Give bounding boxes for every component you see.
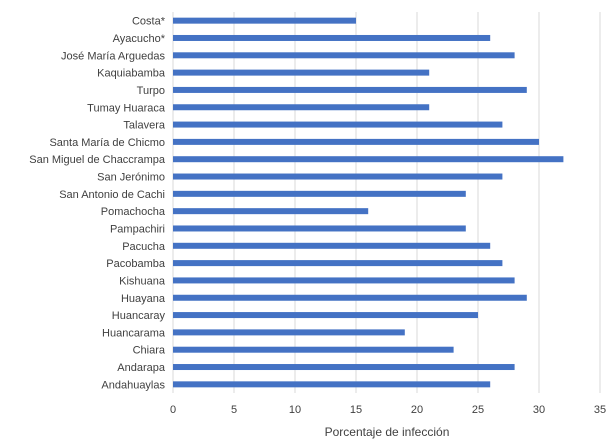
bar-andahuaylas [173,381,491,388]
bar-pomachocha [173,208,369,215]
bar-kishuana [173,277,515,284]
category-label: Pacobamba [106,258,166,270]
category-label: Turpo [137,85,165,97]
bar-pacobamba [173,260,503,267]
x-tick-label: 20 [411,404,423,416]
category-label: San Jerónimo [97,172,165,184]
x-tick-label: 35 [594,404,606,416]
bar-san-miguel-de-chaccrampa [173,156,564,163]
gridlines [172,12,601,393]
bar-pampachiri [173,225,466,232]
bar-santa-mar-a-de-chicmo [173,138,539,145]
category-label: José María Arguedas [61,50,165,62]
category-label: Kaquiabamba [97,68,166,80]
category-label: Tumay Huaraca [87,102,166,114]
x-tick-label: 15 [350,404,362,416]
bar-andarapa [173,364,515,371]
bar-costa [173,17,356,24]
category-label: Kishuana [119,275,166,287]
bar-san-antonio-de-cachi [173,190,466,197]
category-label: Pomachocha [101,206,166,218]
category-label: Costa* [132,16,166,28]
x-tick-labels: 0 5 10 15 20 25 30 35 [170,404,606,416]
category-label: Huayana [121,293,166,305]
bar-pacucha [173,242,491,249]
category-label: Andarapa [117,362,166,374]
bar-huancaray [173,312,478,319]
bar-tumay-huaraca [173,104,430,111]
bars [173,17,564,388]
bar-ayacucho [173,34,491,41]
category-label: Talavera [123,120,165,132]
category-label: Pampachiri [110,223,165,235]
category-label: Huancarama [102,327,166,339]
category-label: San Antonio de Cachi [59,189,165,201]
x-tick-label: 0 [170,404,176,416]
x-tick-label: 10 [289,404,301,416]
category-labels: Costa* Ayacucho* José María Arguedas Kaquia… [29,16,166,392]
x-tick-label: 25 [472,404,484,416]
bar-talavera [173,121,503,128]
category-label: San Miguel de Chaccrampa [29,154,166,166]
category-label: Ayacucho* [113,33,166,45]
x-tick-label: 30 [533,404,545,416]
category-label: Huancaray [112,310,166,322]
bar-huancarama [173,329,405,336]
x-tick-label: 5 [231,404,237,416]
bar-kaquiabamba [173,69,430,76]
bar-huayana [173,294,527,301]
bar-jos-mar-a-arguedas [173,52,515,59]
category-label: Andahuaylas [101,379,165,391]
bar-san-jer-nimo [173,173,503,180]
category-label: Chiara [133,345,166,357]
x-axis-title: Porcentaje de infección [325,425,450,439]
bar-chiara [173,346,454,353]
category-label: Pacucha [122,241,166,253]
category-label: Santa María de Chicmo [49,137,165,149]
bar-turpo [173,86,527,93]
